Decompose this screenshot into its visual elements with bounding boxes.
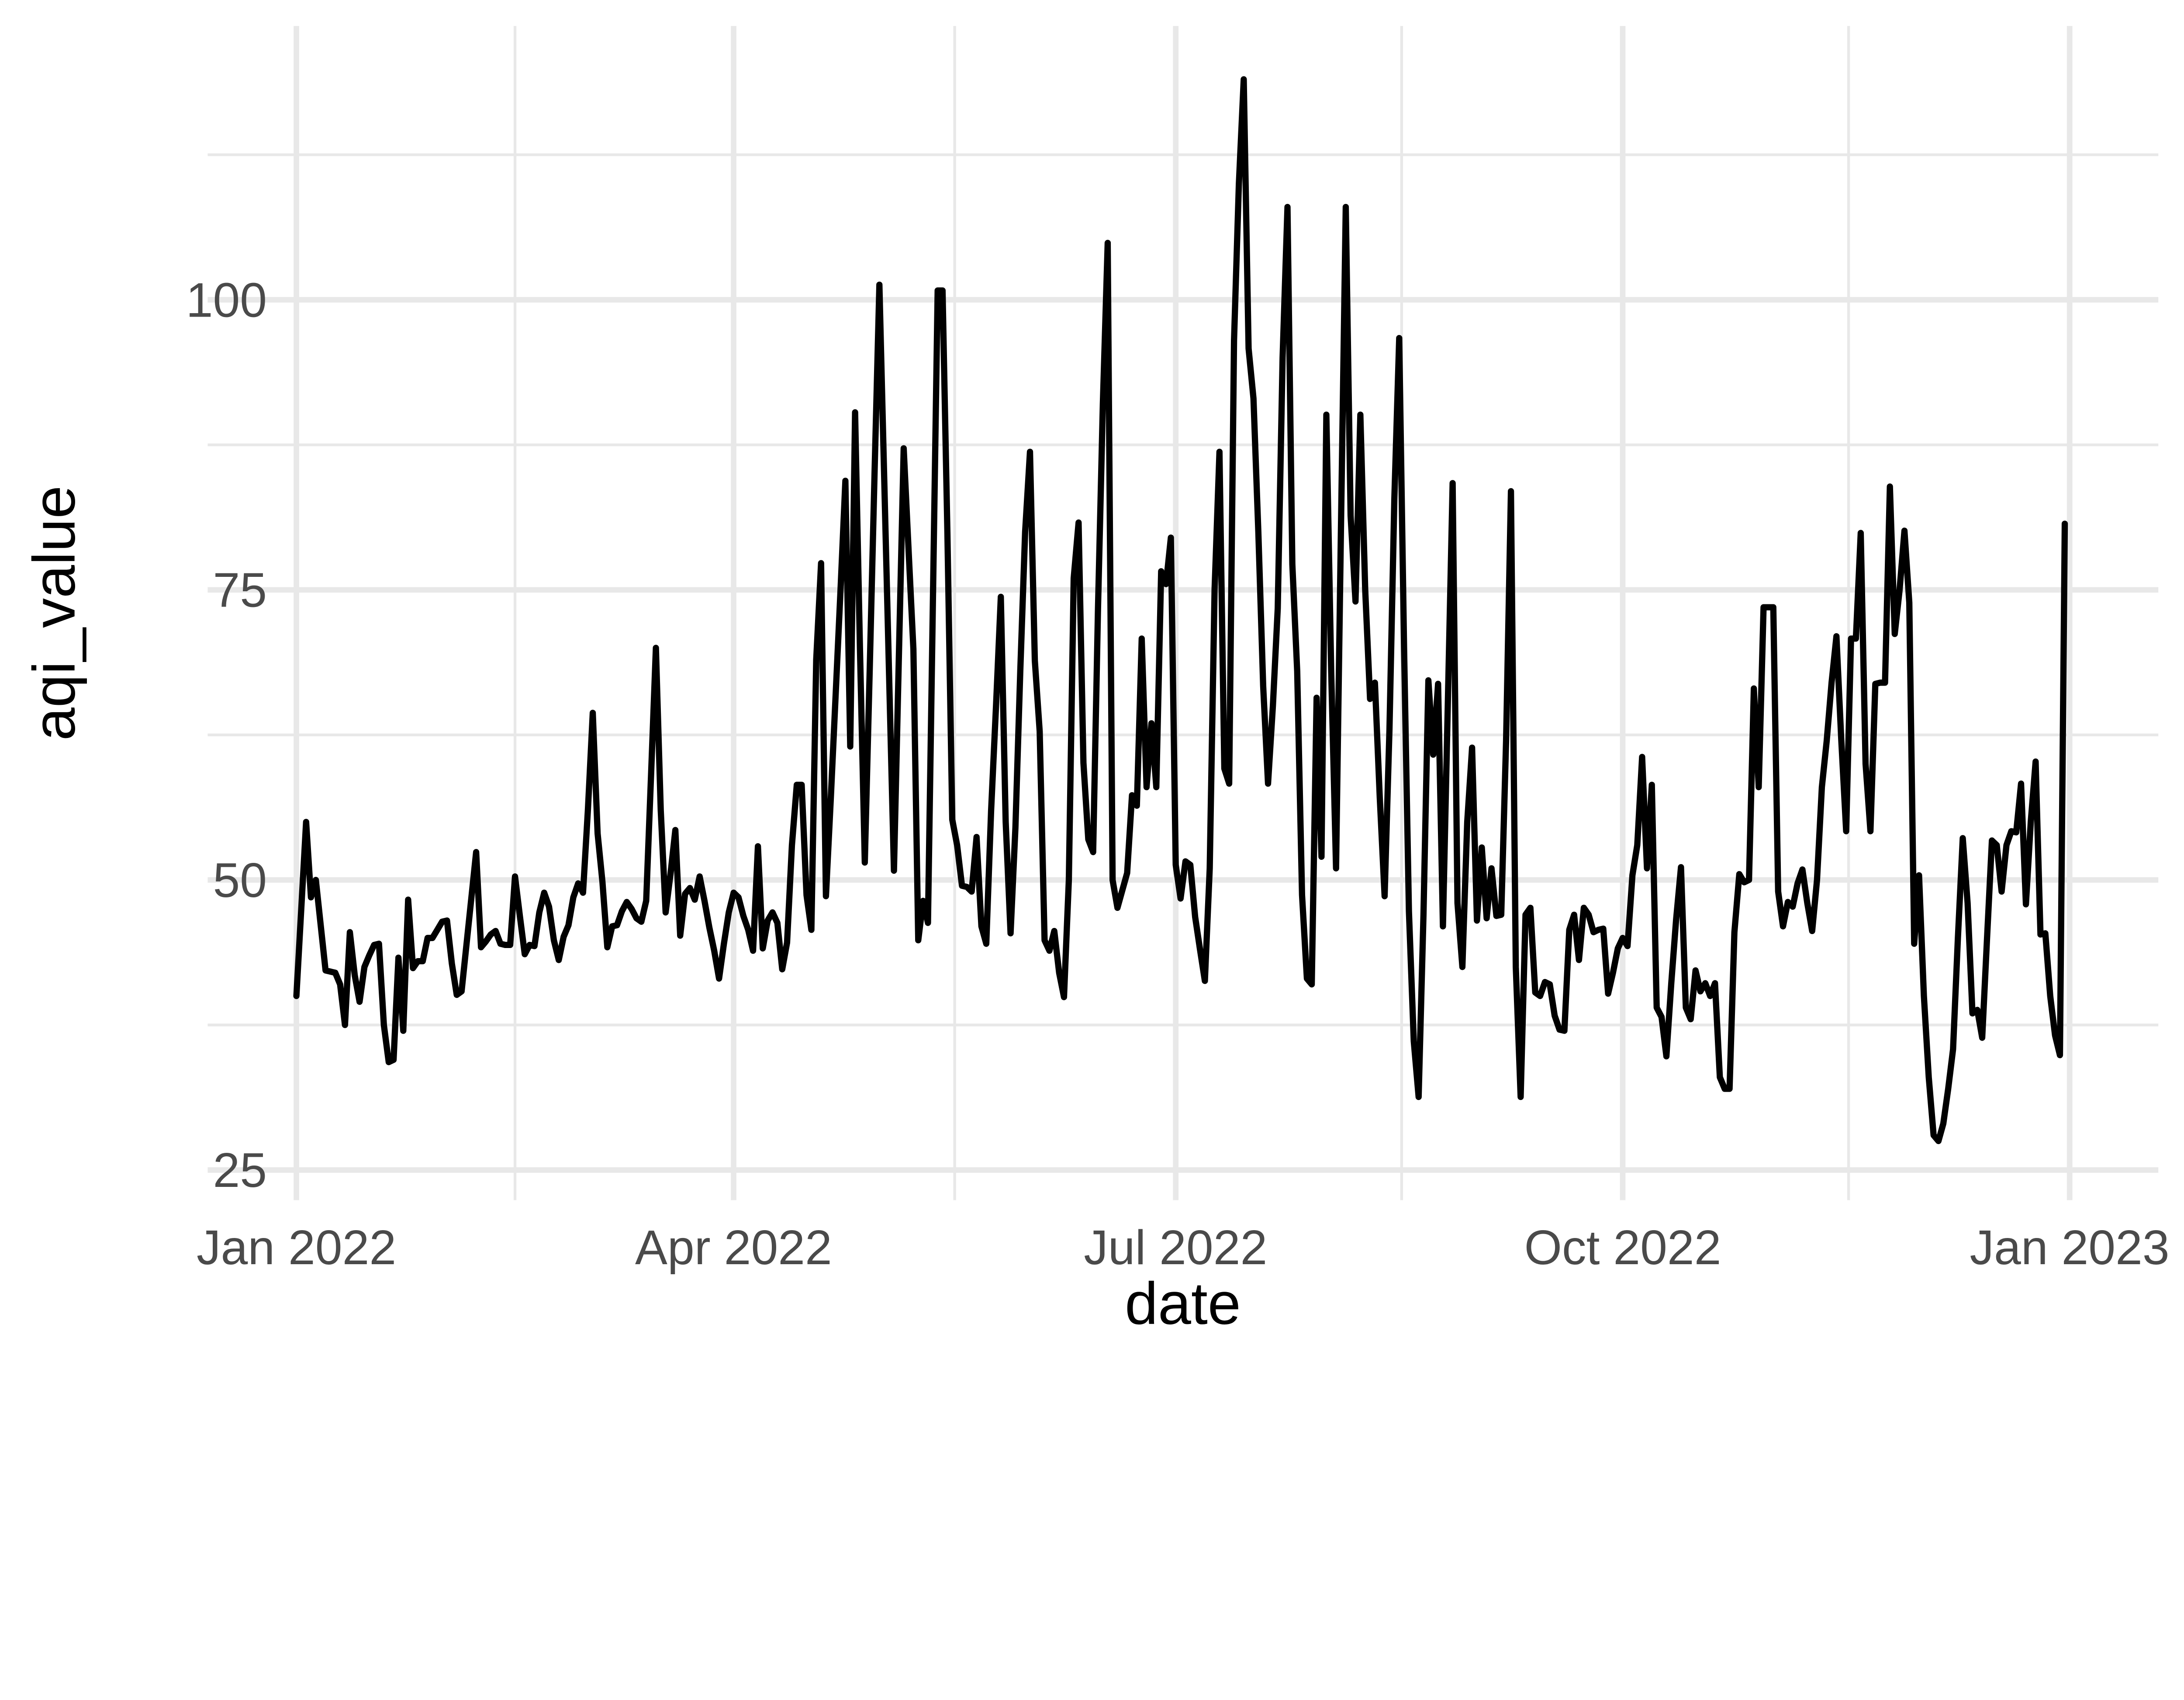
y-tick-100: 100 (186, 272, 267, 327)
x-tick-jul-2022: Jul 2022 (1084, 1220, 1267, 1275)
y-tick-25: 25 (213, 1143, 267, 1197)
gridlines-minor (207, 26, 2159, 1200)
x-tick-jan-2022: Jan 2022 (197, 1220, 396, 1275)
x-axis-tick-labels: Jan 2022 Apr 2022 Jul 2022 Oct 2022 Jan … (197, 1220, 2170, 1275)
y-axis-tick-labels: 25 50 75 100 (186, 272, 267, 1197)
aqi-value-line-series (293, 76, 2068, 1145)
x-tick-oct-2022: Oct 2022 (1524, 1220, 1721, 1275)
aqi-line-chart: 25 50 75 100 Jan 2022 Apr 2022 Jul 2022 … (0, 0, 2184, 1349)
x-tick-apr-2022: Apr 2022 (635, 1220, 832, 1275)
plot-background (0, 0, 2184, 1349)
x-tick-jan-2023: Jan 2023 (1970, 1220, 2169, 1275)
gridlines-major (207, 26, 2159, 1200)
y-tick-75: 75 (213, 563, 267, 617)
x-axis-title: date (1125, 1270, 1241, 1337)
plot-canvas: 25 50 75 100 Jan 2022 Apr 2022 Jul 2022 … (0, 0, 2184, 1349)
y-axis-title: aqi_value (21, 486, 87, 741)
y-tick-50: 50 (213, 853, 267, 907)
